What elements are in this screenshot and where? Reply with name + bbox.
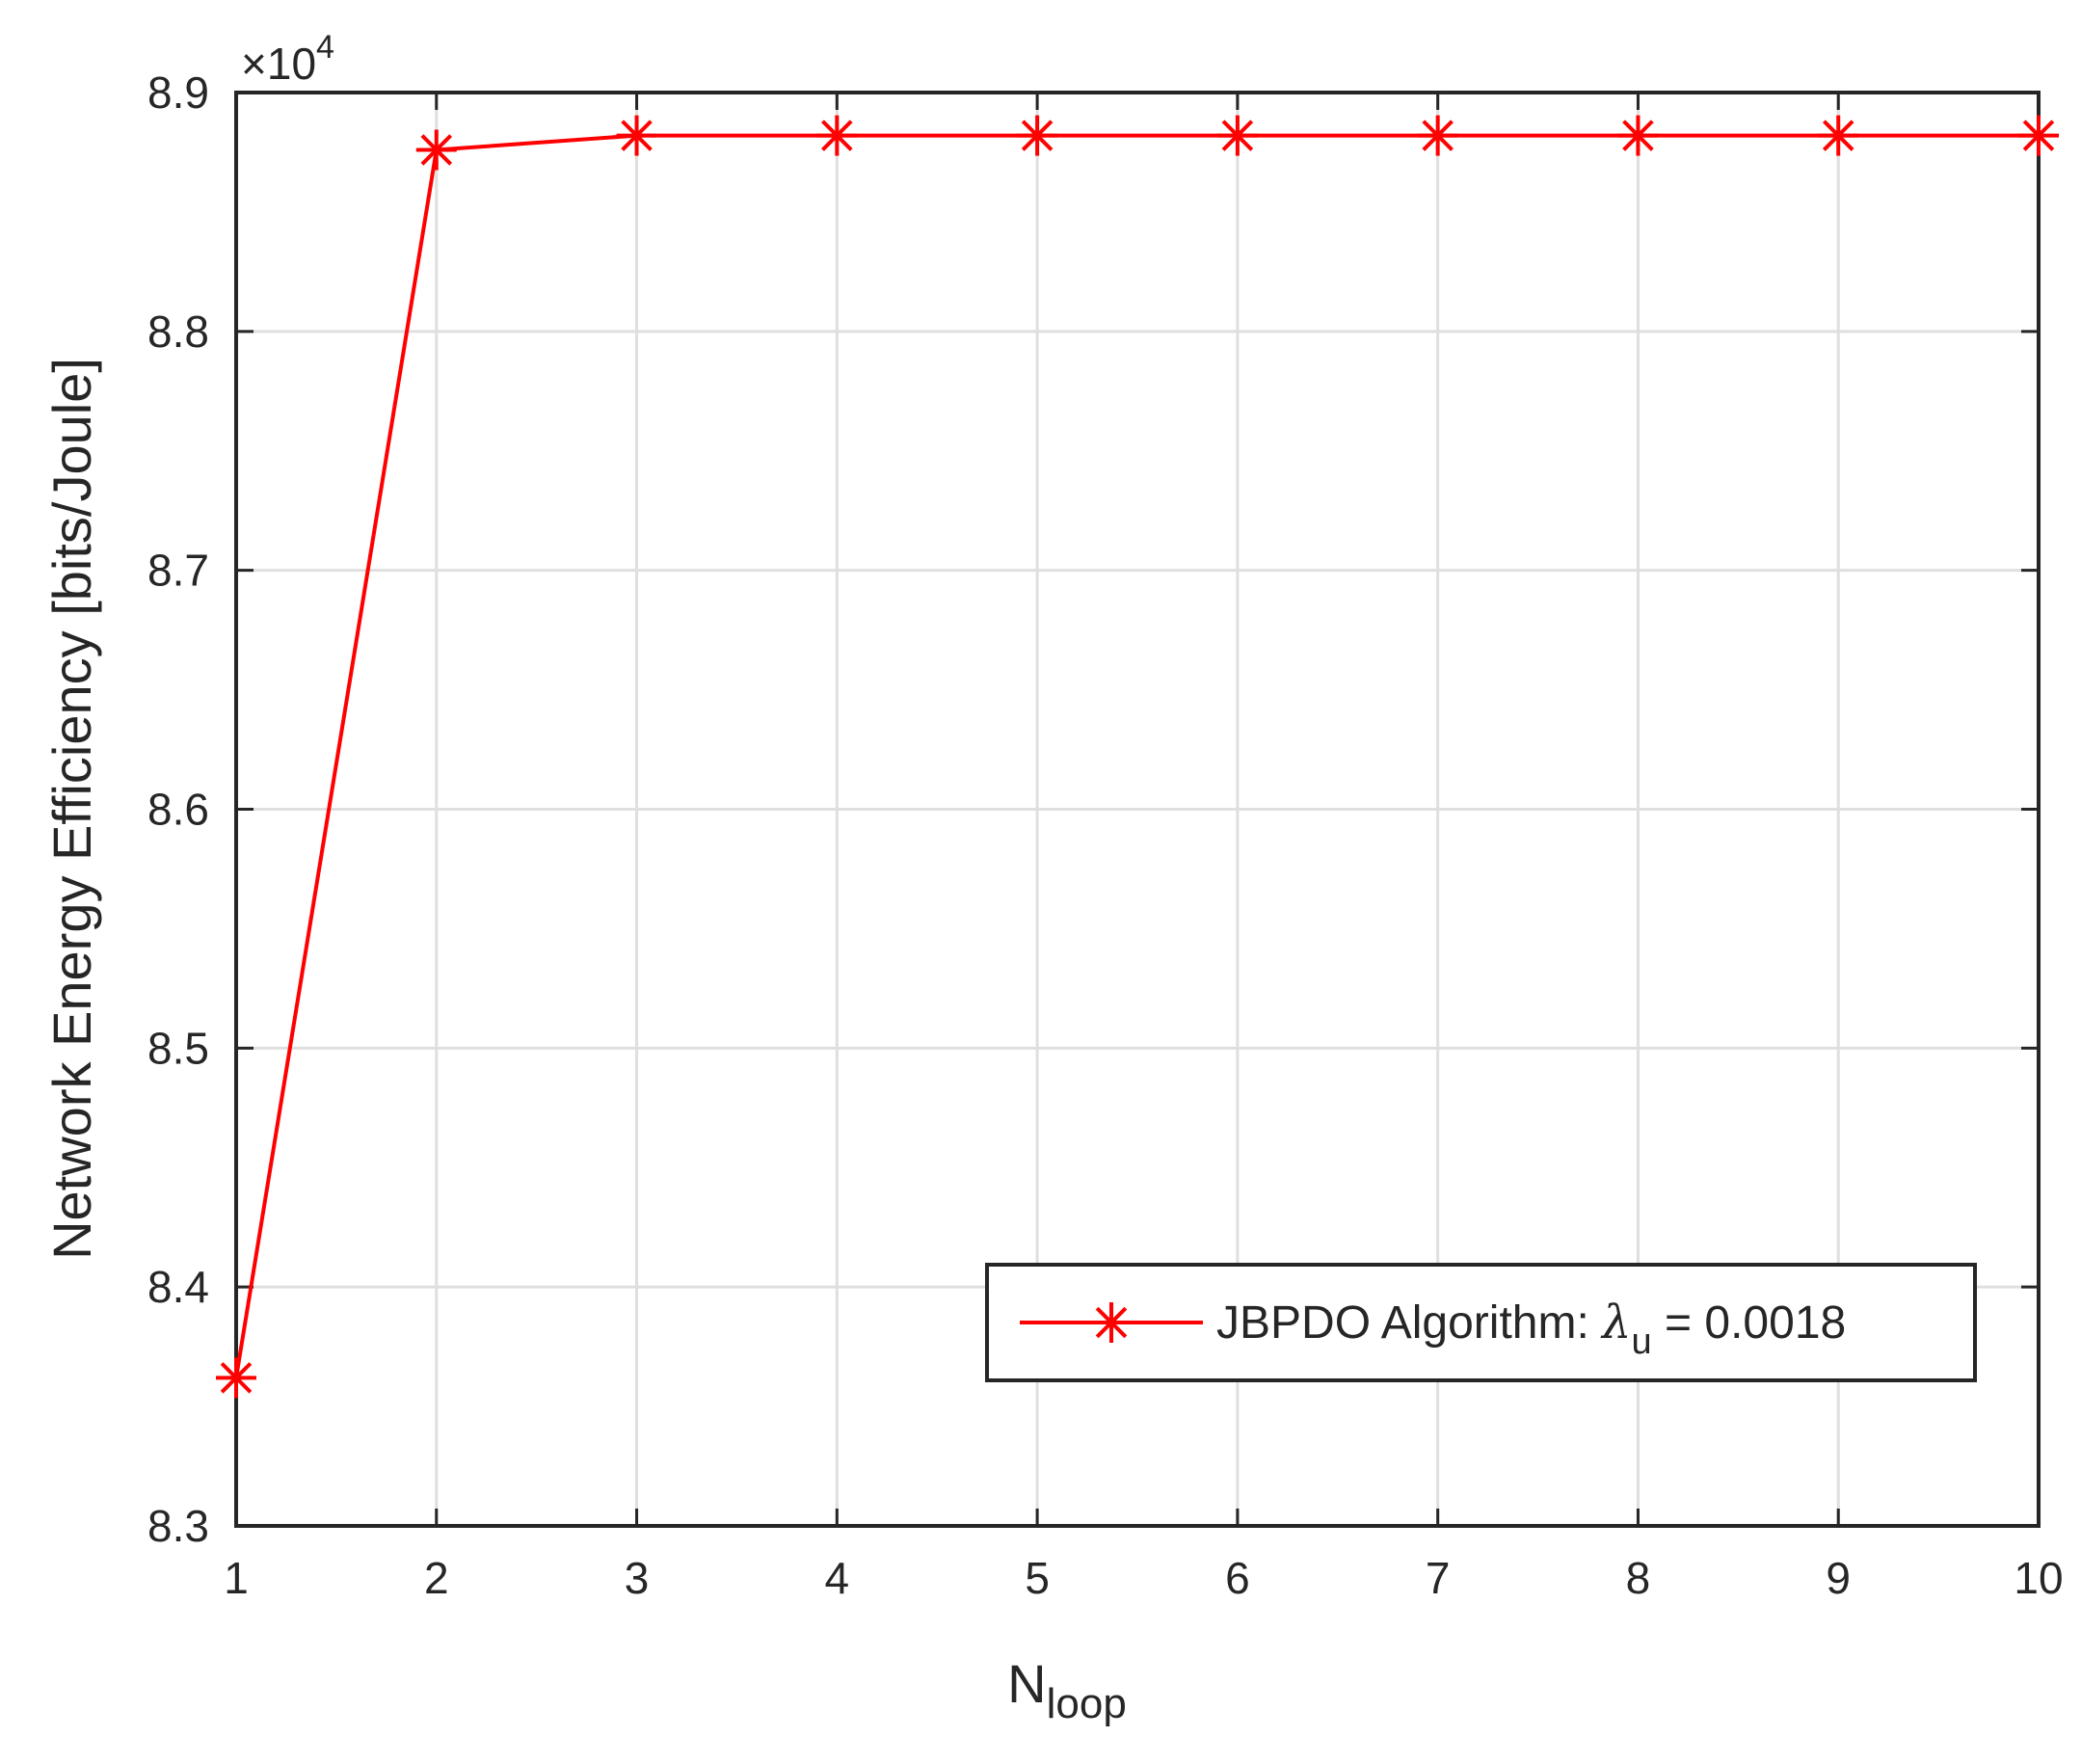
x-tick-label: 10 xyxy=(2014,1553,2063,1603)
marker-stroke xyxy=(1221,120,1254,151)
marker-stroke xyxy=(2022,120,2055,151)
y-tick-label: 8.5 xyxy=(147,1023,209,1073)
y-tick-label: 8.9 xyxy=(147,67,209,118)
data-point-marker xyxy=(216,1357,256,1399)
marker-stroke xyxy=(420,134,453,166)
plot-frame xyxy=(234,91,2041,1528)
data-point-marker xyxy=(816,115,858,156)
legend-asterisk xyxy=(1091,1302,1132,1343)
x-tick-label: 7 xyxy=(1426,1553,1451,1603)
y-exponent-label: ×104 xyxy=(241,29,334,89)
x-tick-label: 8 xyxy=(1626,1553,1651,1603)
x-tick-label: 4 xyxy=(825,1553,850,1603)
x-tick-label: 1 xyxy=(224,1553,249,1603)
marker-stroke xyxy=(220,1362,253,1394)
legend-label: JBPDO Algorithm: λu = 0.0018 xyxy=(1216,1296,1846,1362)
x-tick-label: 5 xyxy=(1025,1553,1050,1603)
data-point-marker xyxy=(1017,115,1058,156)
marker-stroke xyxy=(621,120,653,151)
legend-marker xyxy=(1091,1302,1132,1343)
y-tick-label: 8.6 xyxy=(147,785,209,835)
x-axis-label: Nloop xyxy=(1007,1653,1127,1727)
x-tick-label: 2 xyxy=(424,1553,449,1603)
tick-labels: 1 2 3 4 5 6 7 8 9 10 8.3 8.4 8.5 8.6 8.7 8.8 8.9 xyxy=(147,67,2064,1603)
series-line xyxy=(234,133,2039,1378)
data-point-marker xyxy=(415,129,457,171)
marker-stroke xyxy=(1021,120,1054,151)
x-tick-label: 3 xyxy=(625,1553,650,1603)
x-tick-label: 9 xyxy=(1826,1553,1851,1603)
data-point-marker xyxy=(2018,115,2059,156)
legend: JBPDO Algorithm: λu = 0.0018 xyxy=(985,1263,1977,1382)
y-tick-label: 8.7 xyxy=(147,546,209,596)
data-point-marker xyxy=(1617,115,1659,156)
x-tick-label: 6 xyxy=(1225,1553,1250,1603)
data-point-marker xyxy=(616,115,657,156)
marker-stroke xyxy=(1422,120,1454,151)
y-tick-label: 8.8 xyxy=(147,307,209,357)
y-tick-label: 8.4 xyxy=(147,1262,209,1312)
data-point-marker xyxy=(1818,115,1859,156)
marker-stroke xyxy=(1622,120,1654,151)
y-axis-label: Network Energy Efficiency [bits/Joule] xyxy=(41,358,102,1260)
y-tick-label: 8.3 xyxy=(147,1501,209,1551)
marker-stroke xyxy=(1822,120,1854,151)
series-layer xyxy=(216,115,2059,1399)
marker-stroke xyxy=(821,120,853,151)
data-point-marker xyxy=(1417,115,1458,156)
data-point-marker xyxy=(1216,115,1258,156)
marker-stroke xyxy=(1095,1306,1128,1339)
